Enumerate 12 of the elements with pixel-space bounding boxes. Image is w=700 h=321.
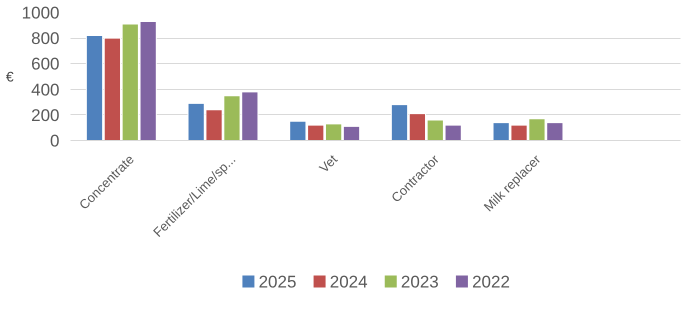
y-tick-label: 1000 bbox=[22, 4, 60, 22]
y-tick-label: 400 bbox=[31, 80, 60, 100]
y-axis-title: € bbox=[6, 68, 14, 84]
y-tick-label: 200 bbox=[31, 106, 60, 125]
y-tick-label: 0 bbox=[50, 132, 60, 150]
legend-label: 2025 bbox=[258, 272, 296, 292]
y-tick-label: 800 bbox=[31, 29, 60, 48]
y-tick-label: 600 bbox=[31, 54, 60, 74]
legend-label: 2024 bbox=[330, 272, 368, 292]
x-tick-label: Vet bbox=[316, 151, 340, 176]
legend-label: 2022 bbox=[472, 272, 510, 292]
legend-label: 2023 bbox=[400, 272, 439, 292]
